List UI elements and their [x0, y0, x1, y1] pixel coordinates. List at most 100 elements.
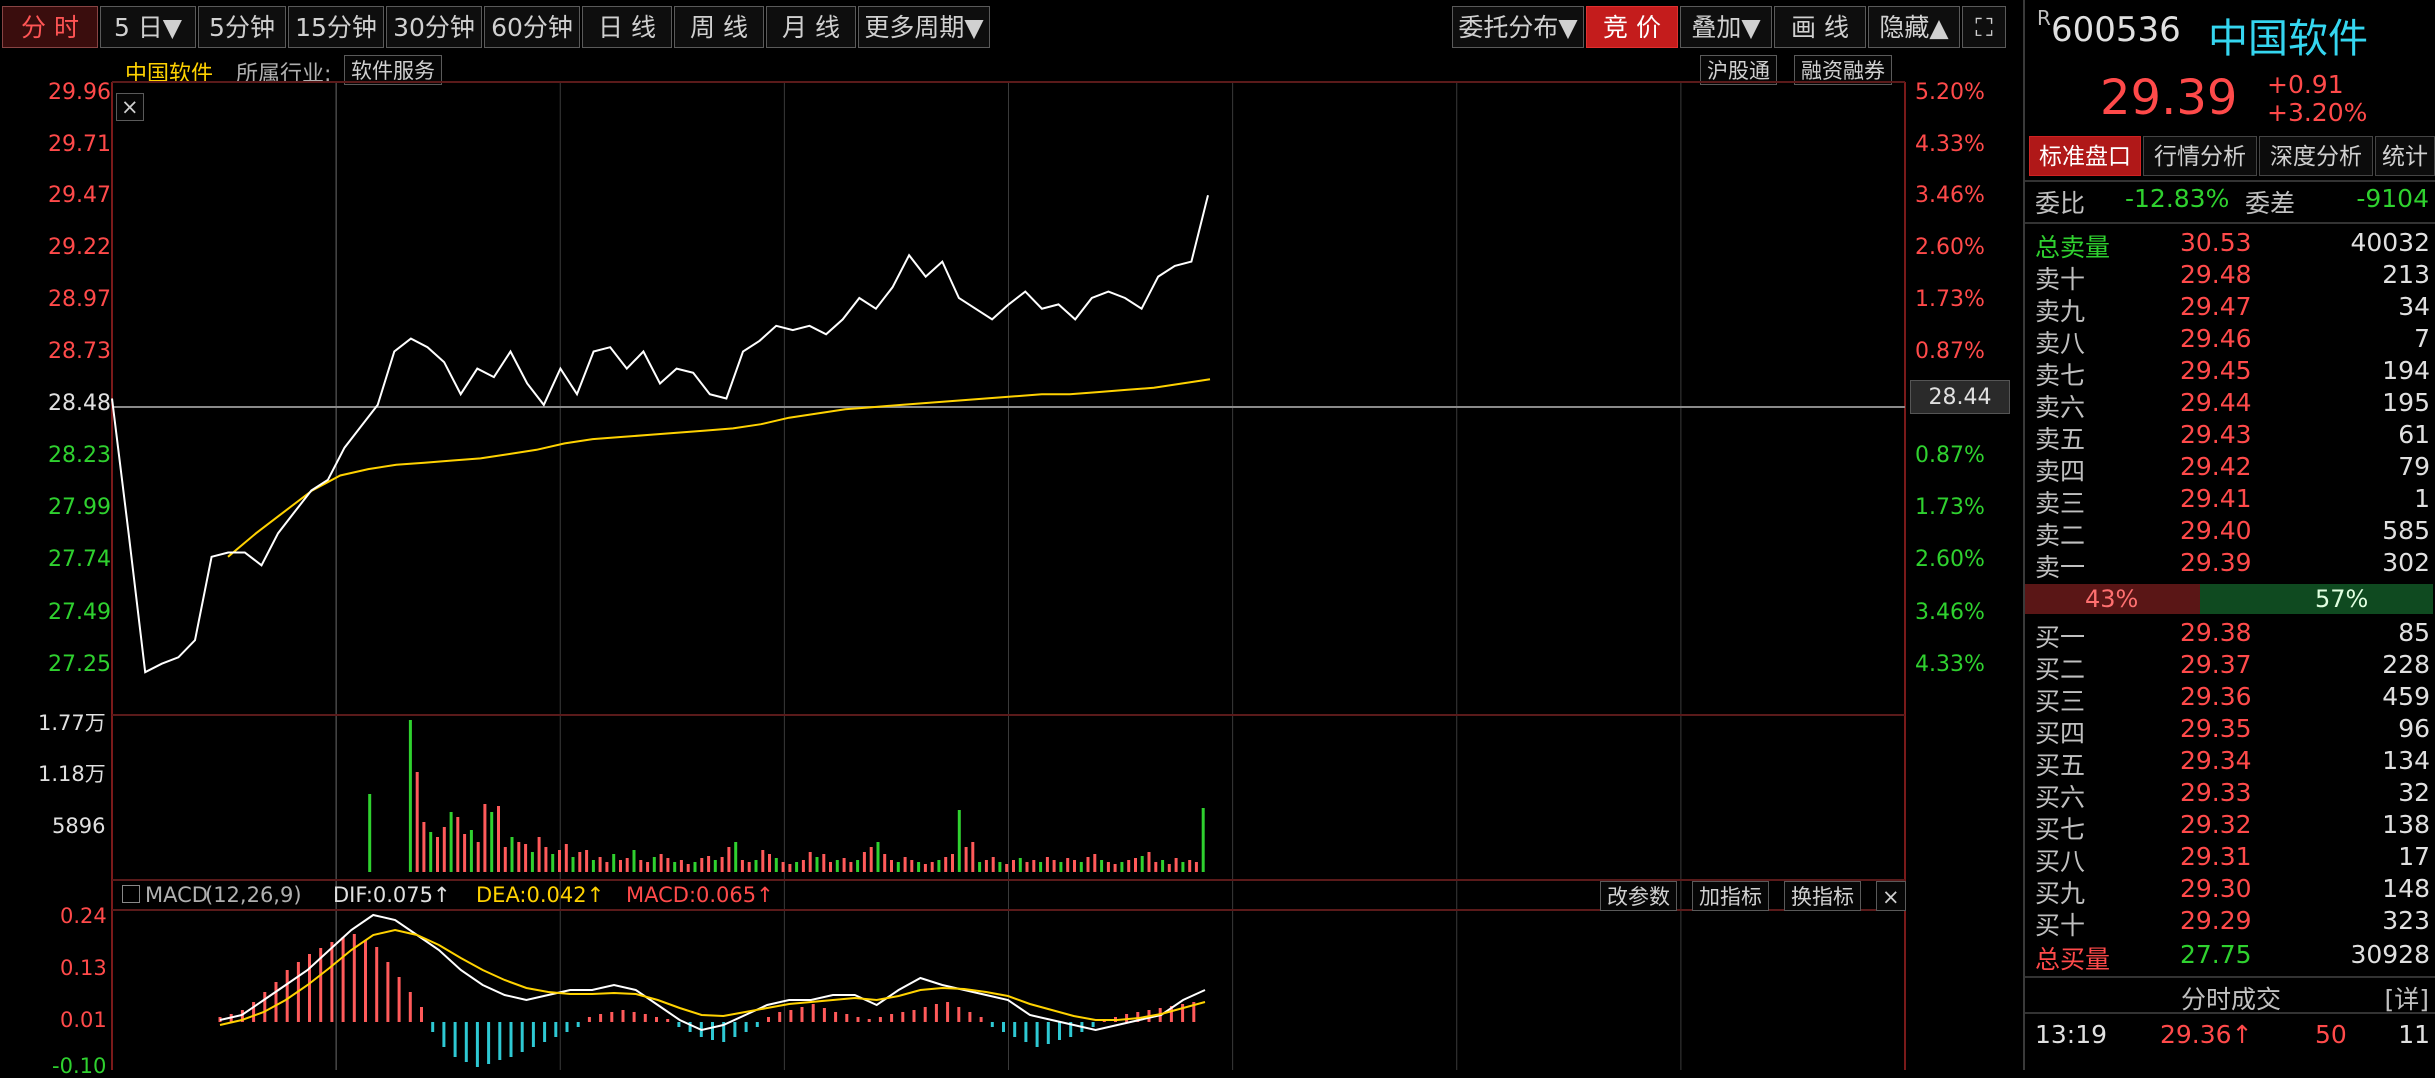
macd-histogram-value: MACD:0.065↑ — [626, 883, 774, 907]
ask-level-label: 卖六 — [2035, 393, 2086, 422]
tab-intraday[interactable]: 分 时 — [2, 6, 98, 48]
bid-volume: 134 — [2382, 746, 2430, 775]
bid-row[interactable]: 买一 29.38 85 — [2035, 618, 2430, 652]
bid-row[interactable]: 买八 29.31 17 — [2035, 842, 2430, 876]
buy-total-price: 27.75 — [2180, 940, 2252, 969]
auction-button[interactable]: 竞 价 — [1586, 6, 1678, 48]
bid-volume: 32 — [2398, 778, 2430, 807]
ask-row[interactable]: 卖八 29.46 7 — [2035, 324, 2430, 358]
macd-toggle-icon[interactable] — [122, 885, 140, 903]
tab-monthly[interactable]: 月 线 — [766, 6, 856, 48]
bid-price: 29.35 — [2180, 714, 2252, 743]
tab-weekly[interactable]: 周 线 — [674, 6, 764, 48]
ask-volume: 213 — [2382, 260, 2430, 289]
prev-close-marker: 28.44 — [1910, 380, 2010, 414]
bid-row[interactable]: 买四 29.35 96 — [2035, 714, 2430, 748]
tab-standard-book[interactable]: 标准盘口 — [2029, 136, 2141, 176]
overlay-dropdown[interactable]: 叠加▼ — [1680, 6, 1772, 48]
pct-tick: 4.33% — [1915, 652, 1985, 677]
pct-tick: 2.60% — [1915, 235, 1985, 260]
bid-row[interactable]: 买三 29.36 459 — [2035, 682, 2430, 716]
sell-pct: 43% — [2085, 585, 2139, 613]
tab-market-analysis[interactable]: 行情分析 — [2143, 136, 2257, 176]
trade-volume: 50 — [2315, 1020, 2347, 1049]
ask-row[interactable]: 卖五 29.43 61 — [2035, 420, 2430, 454]
ask-row[interactable]: 卖二 29.40 585 — [2035, 516, 2430, 550]
ask-row[interactable]: 卖四 29.42 79 — [2035, 452, 2430, 486]
bid-row[interactable]: 买九 29.30 148 — [2035, 874, 2430, 908]
stock-title: 中国软件 — [2208, 16, 2368, 62]
price-tick: 27.49 — [48, 600, 111, 625]
chart-canvas — [111, 81, 1906, 1070]
average-price-line — [227, 378, 1211, 558]
pct-tick: 0.87% — [1915, 443, 1985, 468]
ask-row[interactable]: 卖三 29.41 1 — [2035, 484, 2430, 518]
add-indicator-button[interactable]: 加指标 — [1692, 881, 1769, 911]
change-params-button[interactable]: 改参数 — [1600, 881, 1677, 911]
bid-row[interactable]: 买七 29.32 138 — [2035, 810, 2430, 844]
bid-price: 29.38 — [2180, 618, 2252, 647]
bid-level-label: 买六 — [2035, 783, 2086, 812]
sell-total-price: 30.53 — [2180, 228, 2252, 257]
ask-level-label: 卖一 — [2035, 553, 2086, 582]
ask-price: 29.47 — [2180, 292, 2252, 321]
macd-name: MACD — [145, 883, 208, 907]
bid-row[interactable]: 买六 29.33 32 — [2035, 778, 2430, 812]
hsgt-button[interactable]: 沪股通 — [1700, 55, 1777, 85]
industry-value-link[interactable]: 软件服务 — [344, 55, 442, 85]
more-periods-dropdown[interactable]: 更多周期▼ — [858, 6, 990, 48]
bid-volume: 85 — [2398, 618, 2430, 647]
bid-row[interactable]: 买五 29.34 134 — [2035, 746, 2430, 780]
close-icon[interactable]: × — [116, 93, 144, 121]
tab-5day[interactable]: 5 日▼ — [100, 6, 196, 48]
ask-row[interactable]: 卖六 29.44 195 — [2035, 388, 2430, 422]
margin-trading-button[interactable]: 融资融券 — [1794, 55, 1892, 85]
order-ratio-label: 委比 — [2035, 189, 2086, 218]
tab-30min[interactable]: 30分钟 — [386, 6, 482, 48]
bid-level-label: 买五 — [2035, 751, 2086, 780]
price-tick: 29.47 — [48, 183, 111, 208]
ask-row[interactable]: 卖十 29.48 213 — [2035, 260, 2430, 294]
tab-5min[interactable]: 5分钟 — [198, 6, 286, 48]
trades-detail-link[interactable]: [详] — [2384, 985, 2429, 1014]
trade-count: 11 — [2398, 1020, 2430, 1049]
tab-deep-analysis[interactable]: 深度分析 — [2259, 136, 2373, 176]
ask-level-label: 卖十 — [2035, 265, 2086, 294]
pct-tick: 4.33% — [1915, 132, 1985, 157]
price-change-pct: +3.20% — [2267, 98, 2368, 127]
order-distribution-dropdown[interactable]: 委托分布▼ — [1452, 6, 1584, 48]
ask-volume: 61 — [2398, 420, 2430, 449]
macd-dea-value: DEA:0.042↑ — [476, 883, 605, 907]
draw-line-button[interactable]: 画 线 — [1774, 6, 1866, 48]
bid-volume: 96 — [2398, 714, 2430, 743]
ask-level-label: 卖四 — [2035, 457, 2086, 486]
ask-row[interactable]: 卖一 29.39 302 — [2035, 548, 2430, 582]
bid-volume: 138 — [2382, 810, 2430, 839]
macd-dif-line — [219, 913, 1206, 1032]
price-tick: 29.96 — [48, 80, 111, 105]
fullscreen-icon[interactable]: ⛶ — [1962, 6, 2006, 48]
tab-60min[interactable]: 60分钟 — [484, 6, 580, 48]
trade-time: 13:19 — [2035, 1020, 2108, 1049]
bid-level-label: 买一 — [2035, 623, 2086, 652]
ask-volume: 7 — [2414, 324, 2430, 353]
tab-statistics[interactable]: 统计 — [2375, 136, 2435, 176]
tab-daily[interactable]: 日 线 — [582, 6, 672, 48]
bid-level-label: 买四 — [2035, 719, 2086, 748]
switch-indicator-button[interactable]: 换指标 — [1784, 881, 1861, 911]
volume-tick: 5896 — [52, 814, 106, 838]
bid-row[interactable]: 买二 29.37 228 — [2035, 650, 2430, 684]
hide-button[interactable]: 隐藏▲ — [1868, 6, 1960, 48]
ask-row[interactable]: 卖七 29.45 194 — [2035, 356, 2430, 390]
macd-histogram — [218, 934, 1196, 1067]
bid-row[interactable]: 买十 29.29 323 — [2035, 906, 2430, 940]
stock-flag-badge: R — [2037, 6, 2051, 30]
ask-price: 29.41 — [2180, 484, 2252, 513]
tab-15min[interactable]: 15分钟 — [288, 6, 384, 48]
volume-bars — [368, 720, 1205, 872]
volume-tick: 1.77万 — [38, 711, 106, 735]
ask-volume: 194 — [2382, 356, 2430, 385]
close-indicator-icon[interactable]: × — [1876, 881, 1906, 911]
ask-row[interactable]: 卖九 29.47 34 — [2035, 292, 2430, 326]
bid-level-label: 买八 — [2035, 847, 2086, 876]
